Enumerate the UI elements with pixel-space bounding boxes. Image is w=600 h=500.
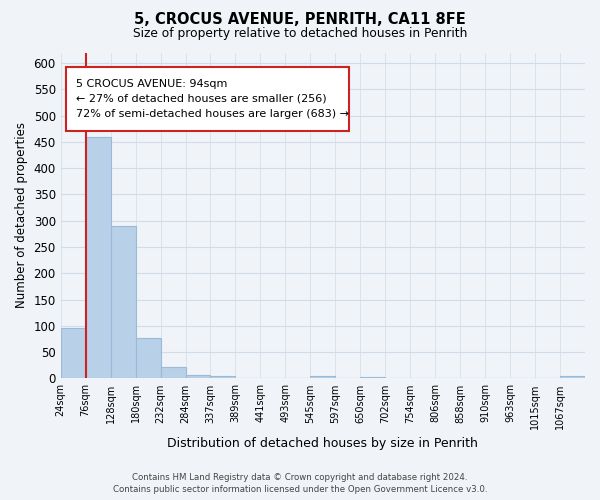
Text: Size of property relative to detached houses in Penrith: Size of property relative to detached ho…: [133, 28, 467, 40]
Bar: [185, 375, 211, 378]
FancyBboxPatch shape: [66, 67, 349, 130]
Bar: [161, 367, 185, 378]
X-axis label: Distribution of detached houses by size in Penrith: Distribution of detached houses by size …: [167, 437, 478, 450]
Text: 5, CROCUS AVENUE, PENRITH, CA11 8FE: 5, CROCUS AVENUE, PENRITH, CA11 8FE: [134, 12, 466, 28]
Text: Contains HM Land Registry data © Crown copyright and database right 2024.
Contai: Contains HM Land Registry data © Crown c…: [113, 472, 487, 494]
Bar: [136, 338, 161, 378]
Bar: [310, 376, 335, 378]
Text: 5 CROCUS AVENUE: 94sqm
← 27% of detached houses are smaller (256)
72% of semi-de: 5 CROCUS AVENUE: 94sqm ← 27% of detached…: [76, 78, 349, 119]
Bar: [360, 377, 385, 378]
Bar: [61, 328, 86, 378]
Bar: [560, 376, 585, 378]
Bar: [211, 376, 235, 378]
Bar: [86, 136, 110, 378]
Y-axis label: Number of detached properties: Number of detached properties: [15, 122, 28, 308]
Bar: [110, 226, 136, 378]
